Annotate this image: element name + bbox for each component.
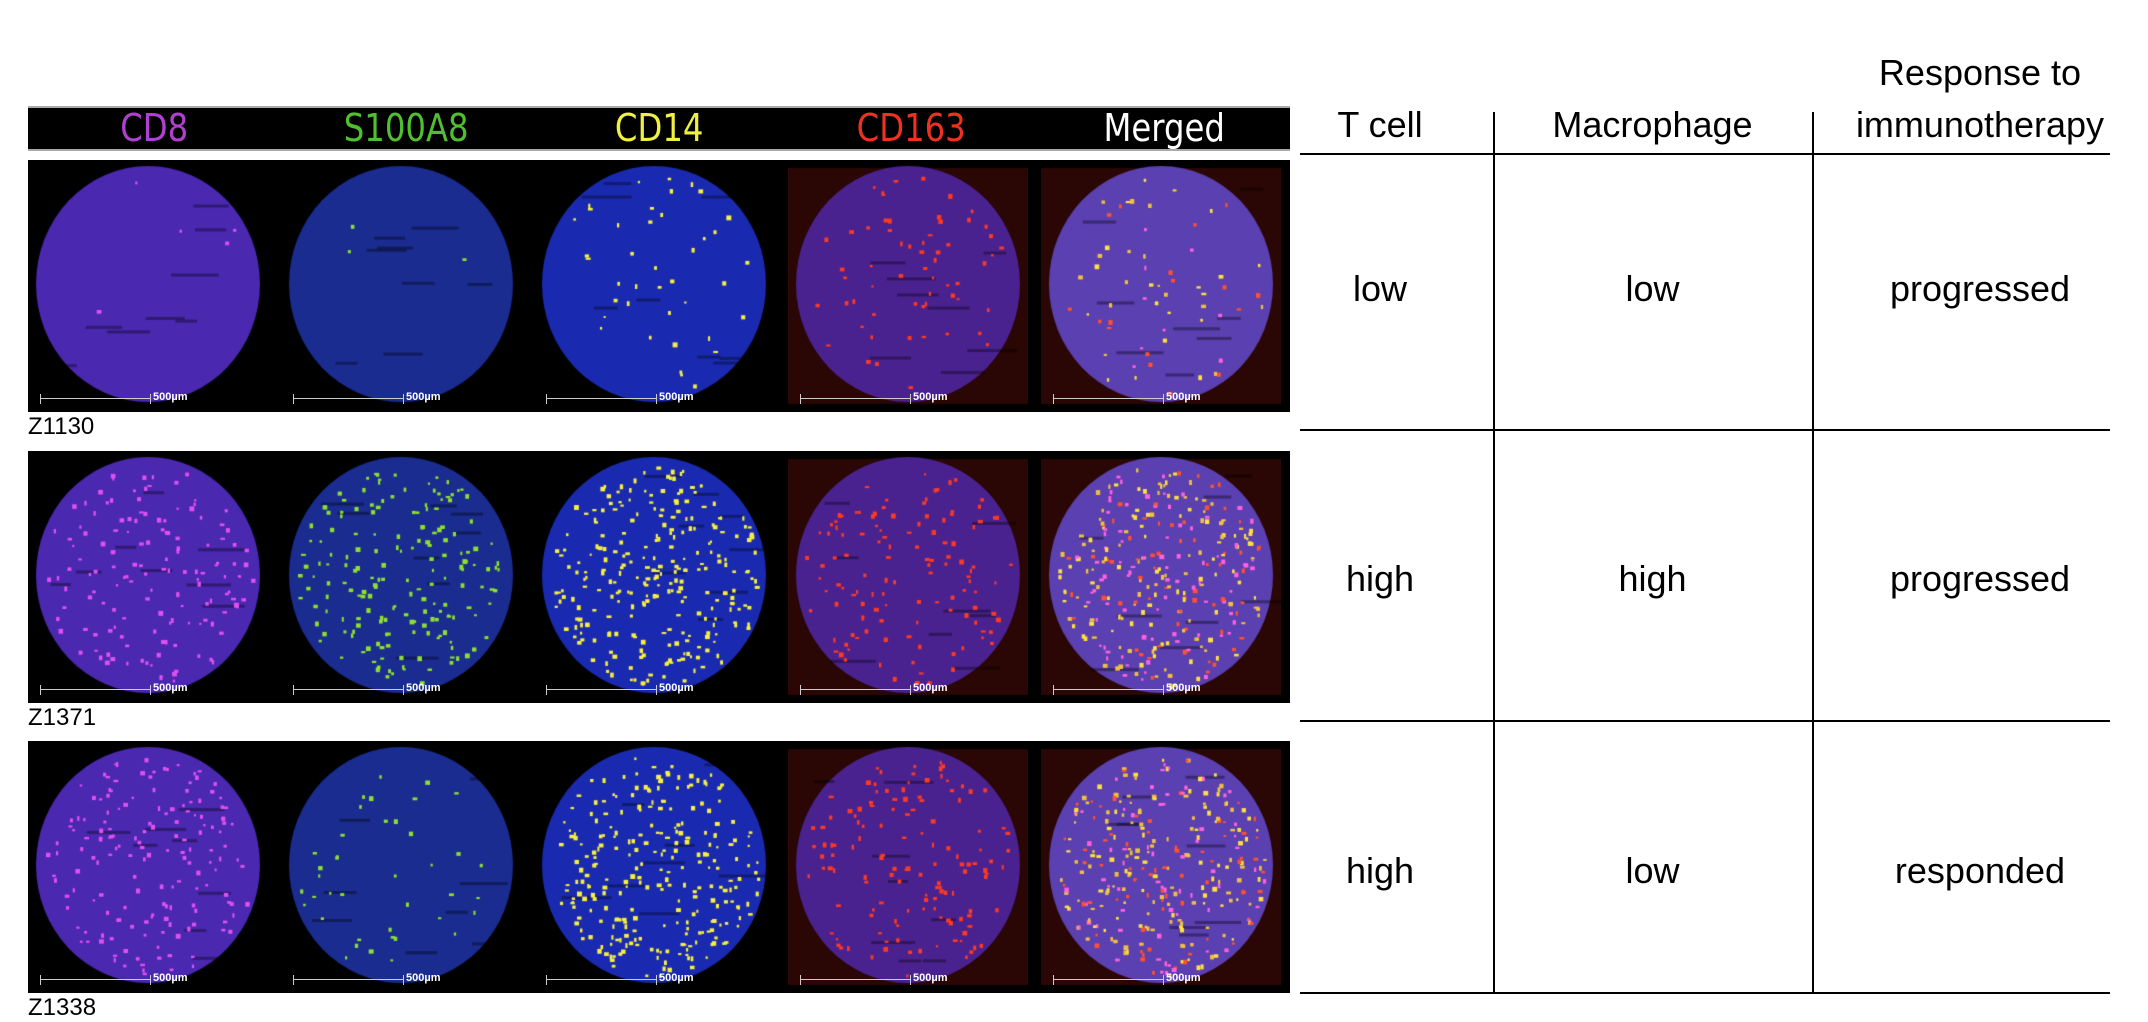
cell-response: progressed [1889,268,2071,309]
channel-header-bar: CD8 S100A8 CD14 CD163 Merged [28,106,1290,151]
scale-bar-label: 500µm [913,682,948,694]
sample-label: Z1338 [28,994,97,1021]
channel-label-s100a8: S100A8 [344,106,470,150]
header-response-line1: Response to [1878,52,2082,93]
column-divider [1493,112,1495,992]
micrograph-s100a8: 500µm [281,451,521,703]
scale-bar: 500µm [40,972,240,985]
scale-bar: 500µm [1053,972,1253,985]
scale-bar: 500µm [293,972,493,985]
scale-bar-label: 500µm [913,972,948,984]
scale-bar-label: 500µm [1166,972,1201,984]
scale-bar-label: 500µm [153,682,188,694]
scale-bar-label: 500µm [1166,391,1201,403]
scale-bar-label: 500µm [659,972,694,984]
scale-bar: 500µm [546,391,746,404]
cell-macrophage: low [1625,850,1680,891]
channel-label-cd8: CD8 [120,106,189,150]
micrograph-merged: 500µm [1041,741,1281,993]
scale-bar: 500µm [40,391,240,404]
row-divider [1300,153,2110,155]
micrograph-merged: 500µm [1041,451,1281,703]
scale-bar: 500µm [800,972,1000,985]
micrograph-merged: 500µm [1041,160,1281,412]
cell-t-cell: high [1345,850,1415,891]
micrograph-cd163: 500µm [788,451,1028,703]
header-response-line2: immunotherapy [1855,104,2105,145]
micrograph-cd163: 500µm [788,160,1028,412]
scale-bar: 500µm [1053,391,1253,404]
row-divider [1300,720,2110,722]
scale-bar: 500µm [40,682,240,695]
scale-bar: 500µm [546,972,746,985]
scale-bar-label: 500µm [406,972,441,984]
micrograph-s100a8: 500µm [281,741,521,993]
column-divider [1812,112,1814,992]
scale-bar: 500µm [293,391,493,404]
image-row-z1130: 500µm 500µm 500µm 500µm 500µm [28,160,1290,412]
channel-label-merged: Merged [1103,106,1225,150]
micrograph-cd8: 500µm [28,160,268,412]
cell-macrophage: high [1618,558,1687,599]
cell-t-cell: high [1345,558,1415,599]
image-row-z1371: 500µm 500µm 500µm 500µm 500µm [28,451,1290,703]
micrograph-cd14: 500µm [534,160,774,412]
scale-bar-label: 500µm [406,682,441,694]
scale-bar-label: 500µm [406,391,441,403]
scale-bar: 500µm [546,682,746,695]
scale-bar-label: 500µm [913,391,948,403]
channel-label-cd163: CD163 [856,106,966,150]
micrograph-cd163: 500µm [788,741,1028,993]
scale-bar-label: 500µm [659,391,694,403]
micrograph-s100a8: 500µm [281,160,521,412]
cell-macrophage: low [1625,268,1680,309]
row-divider [1300,429,2110,431]
sample-label: Z1371 [28,704,97,731]
scale-bar: 500µm [800,391,1000,404]
cell-response: responded [1894,850,2066,891]
cell-response: progressed [1889,558,2071,599]
scale-bar-label: 500µm [153,972,188,984]
micrograph-cd8: 500µm [28,741,268,993]
scale-bar-label: 500µm [153,391,188,403]
cell-t-cell: low [1352,268,1408,309]
header-t-cell: T cell [1337,104,1423,145]
micrograph-cd8: 500µm [28,451,268,703]
scale-bar-label: 500µm [659,682,694,694]
channel-label-cd14: CD14 [614,106,704,150]
image-row-z1338: 500µm 500µm 500µm 500µm 500µm [28,741,1290,993]
header-macrophage: Macrophage [1552,104,1753,145]
scale-bar-label: 500µm [1166,682,1201,694]
scale-bar: 500µm [1053,682,1253,695]
scale-bar: 500µm [293,682,493,695]
sample-label: Z1130 [28,413,95,440]
micrograph-cd14: 500µm [534,741,774,993]
scale-bar: 500µm [800,682,1000,695]
micrograph-cd14: 500µm [534,451,774,703]
row-divider [1300,992,2110,994]
